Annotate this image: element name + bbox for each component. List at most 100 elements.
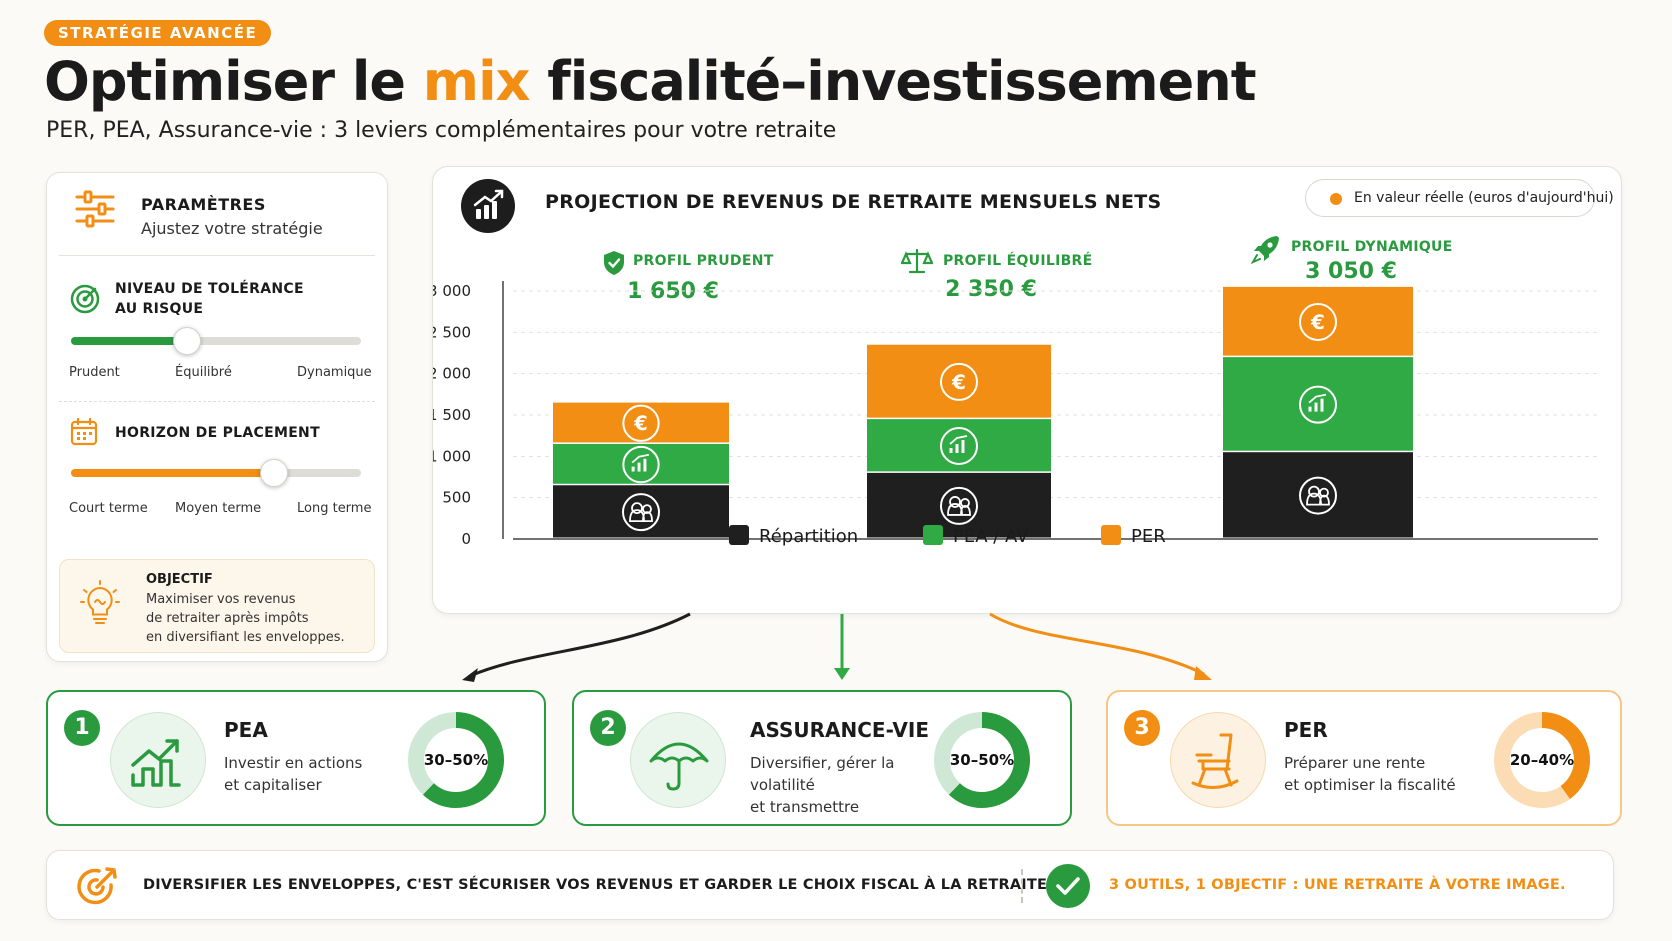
chart-title: PROJECTION DE REVENUS DE RETRAITE MENSUE… — [545, 191, 1162, 213]
trend-line-icon — [1308, 393, 1327, 404]
bar-segment — [1223, 357, 1413, 451]
bar-segment — [1223, 286, 1413, 356]
bar-segment — [553, 443, 729, 484]
page-title: Optimiser le mix fiscalité–investissemen… — [44, 50, 1257, 113]
profile-equilibre-total: 2 350 € — [945, 277, 1037, 302]
risk-label-equilibre: Équilibré — [175, 365, 232, 380]
people-icon — [629, 502, 653, 523]
divider — [59, 255, 375, 256]
bar-chart-icon — [631, 458, 647, 472]
bar-chart-icon — [1308, 398, 1324, 412]
footer-tagline: 3 OUTILS, 1 OBJECTIF : UNE RETRAITE À VO… — [1109, 877, 1566, 893]
tool-name: PER — [1284, 718, 1328, 742]
horizon-label-moyen: Moyen terme — [175, 501, 262, 516]
legend-swatch-green — [923, 525, 943, 545]
bar-segment — [867, 344, 1051, 418]
horizon-title: HORIZON DE PLACEMENT — [115, 425, 320, 441]
rocket-icon — [1251, 236, 1279, 264]
y-tick-label: 2 000 — [433, 365, 471, 383]
allocation-donut — [1494, 712, 1590, 808]
profile-dynamique-total: 3 050 € — [1305, 259, 1397, 284]
y-tick-label: 1 500 — [433, 406, 471, 424]
legend-swatch-dark — [729, 525, 749, 545]
tool-number-badge: 2 — [590, 710, 626, 746]
tool-description: Diversifier, gérer la volatilité et trans… — [750, 754, 895, 816]
allocation-donut — [408, 712, 504, 808]
arrow-to-pea — [469, 612, 691, 678]
donut-fill — [934, 712, 1030, 808]
umbrella-icon — [649, 742, 709, 791]
legend-pea-av: PEA / AV — [923, 525, 1029, 547]
params-subtitle: Ajustez votre stratégie — [141, 219, 323, 238]
trend-up-icon — [131, 739, 181, 787]
tool-card-per[interactable]: 3 PER Préparer une rente et optimiser la … — [1106, 690, 1622, 826]
horizon-label-court: Court terme — [69, 501, 148, 516]
tool-number-badge: 1 — [64, 710, 100, 746]
trend-line-icon — [949, 435, 968, 445]
legend-repartition: Répartition — [729, 525, 858, 547]
trend-line-icon — [631, 453, 650, 464]
stacked-bar-chart: 0 500 1 000 1 500 2 000 2 500 3 000 € € € — [433, 281, 1598, 548]
target-icon — [70, 284, 100, 314]
risk-label-prudent: Prudent — [69, 365, 120, 380]
profile-prudent-label: PROFIL PRUDENT — [633, 253, 774, 269]
allocation-range: 30–50% — [949, 751, 1015, 769]
tool-number-badge: 3 — [1124, 710, 1160, 746]
balance-scale-icon — [901, 248, 933, 274]
tool-description: Investir en actions et capitaliser — [224, 754, 363, 794]
y-tick-label: 1 000 — [433, 447, 471, 465]
people-icon — [1306, 485, 1330, 506]
legend-swatch-orange — [1101, 525, 1121, 545]
tool-card-pea[interactable]: 1 PEA Investir en actions et capitaliser … — [46, 690, 546, 826]
segment-icon-ring — [1299, 476, 1337, 515]
risk-slider[interactable] — [71, 327, 361, 355]
arrowhead — [462, 668, 478, 682]
check-circle-icon — [1046, 864, 1090, 908]
connector-arrows — [462, 612, 1212, 682]
tool-icon-circle — [1170, 712, 1266, 808]
growth-chart-icon — [473, 189, 504, 219]
arrowhead — [1194, 666, 1212, 680]
horizon-label-long: Long terme — [297, 501, 372, 516]
orange-dot — [1330, 193, 1342, 205]
calendar-icon — [70, 417, 98, 446]
objective-title: OBJECTIF — [146, 572, 213, 587]
footer-separator — [1021, 869, 1023, 903]
strategy-badge: STRATÉGIE AVANCÉE — [44, 20, 272, 46]
horizon-slider-knob[interactable] — [260, 459, 288, 487]
tool-icon-circle — [630, 712, 726, 808]
real-value-toggle[interactable]: En valeur réelle (euros d'aujourd'hui) — [1305, 179, 1614, 217]
y-tick-label: 3 000 — [433, 282, 471, 300]
tool-icon-circle — [110, 712, 206, 808]
allocation-range: 30–50% — [423, 751, 489, 769]
objective-box: OBJECTIF Maximiser vos revenus de retrai… — [59, 559, 375, 653]
segment-icon-ring — [1299, 385, 1337, 424]
donut-fill — [1494, 712, 1590, 808]
segment-icon-ring — [940, 362, 978, 401]
bar-chart-icon — [949, 440, 965, 453]
arrow-to-per — [989, 612, 1205, 676]
y-tick-label: 2 500 — [433, 323, 471, 341]
tool-description: Préparer une rente et optimiser la fiscal… — [1284, 754, 1456, 794]
euro-icon: € — [951, 371, 966, 394]
sliders-icon — [75, 190, 115, 228]
segment-icon-ring — [622, 404, 660, 442]
chart-badge-icon — [461, 179, 515, 233]
profile-equilibre-label: PROFIL ÉQUILIBRÉ — [943, 253, 1093, 269]
horizon-slider-fill — [71, 469, 274, 477]
segment-icon-ring — [940, 486, 978, 525]
shield-icon — [604, 251, 624, 275]
bar-segment — [553, 402, 729, 443]
profile-dynamique-label: PROFIL DYNAMIQUE — [1291, 239, 1453, 255]
y-tick-label: 0 — [461, 530, 471, 548]
tool-card-assurance-vie[interactable]: 2 ASSURANCE-VIE Diversifier, gérer la vo… — [572, 690, 1072, 826]
footer-banner: DIVERSIFIER LES ENVELOPPES, C'EST SÉCURI… — [46, 850, 1614, 920]
chart-panel: PROJECTION DE REVENUS DE RETRAITE MENSUE… — [432, 166, 1622, 614]
tool-name: PEA — [224, 718, 268, 742]
rocking-chair-icon — [1191, 733, 1239, 789]
risk-title: NIVEAU DE TOLÉRANCE AU RISQUE — [115, 281, 304, 317]
risk-slider-knob[interactable] — [173, 327, 201, 355]
horizon-slider[interactable] — [71, 459, 361, 487]
euro-icon: € — [633, 412, 648, 435]
tool-name: ASSURANCE-VIE — [750, 718, 930, 742]
